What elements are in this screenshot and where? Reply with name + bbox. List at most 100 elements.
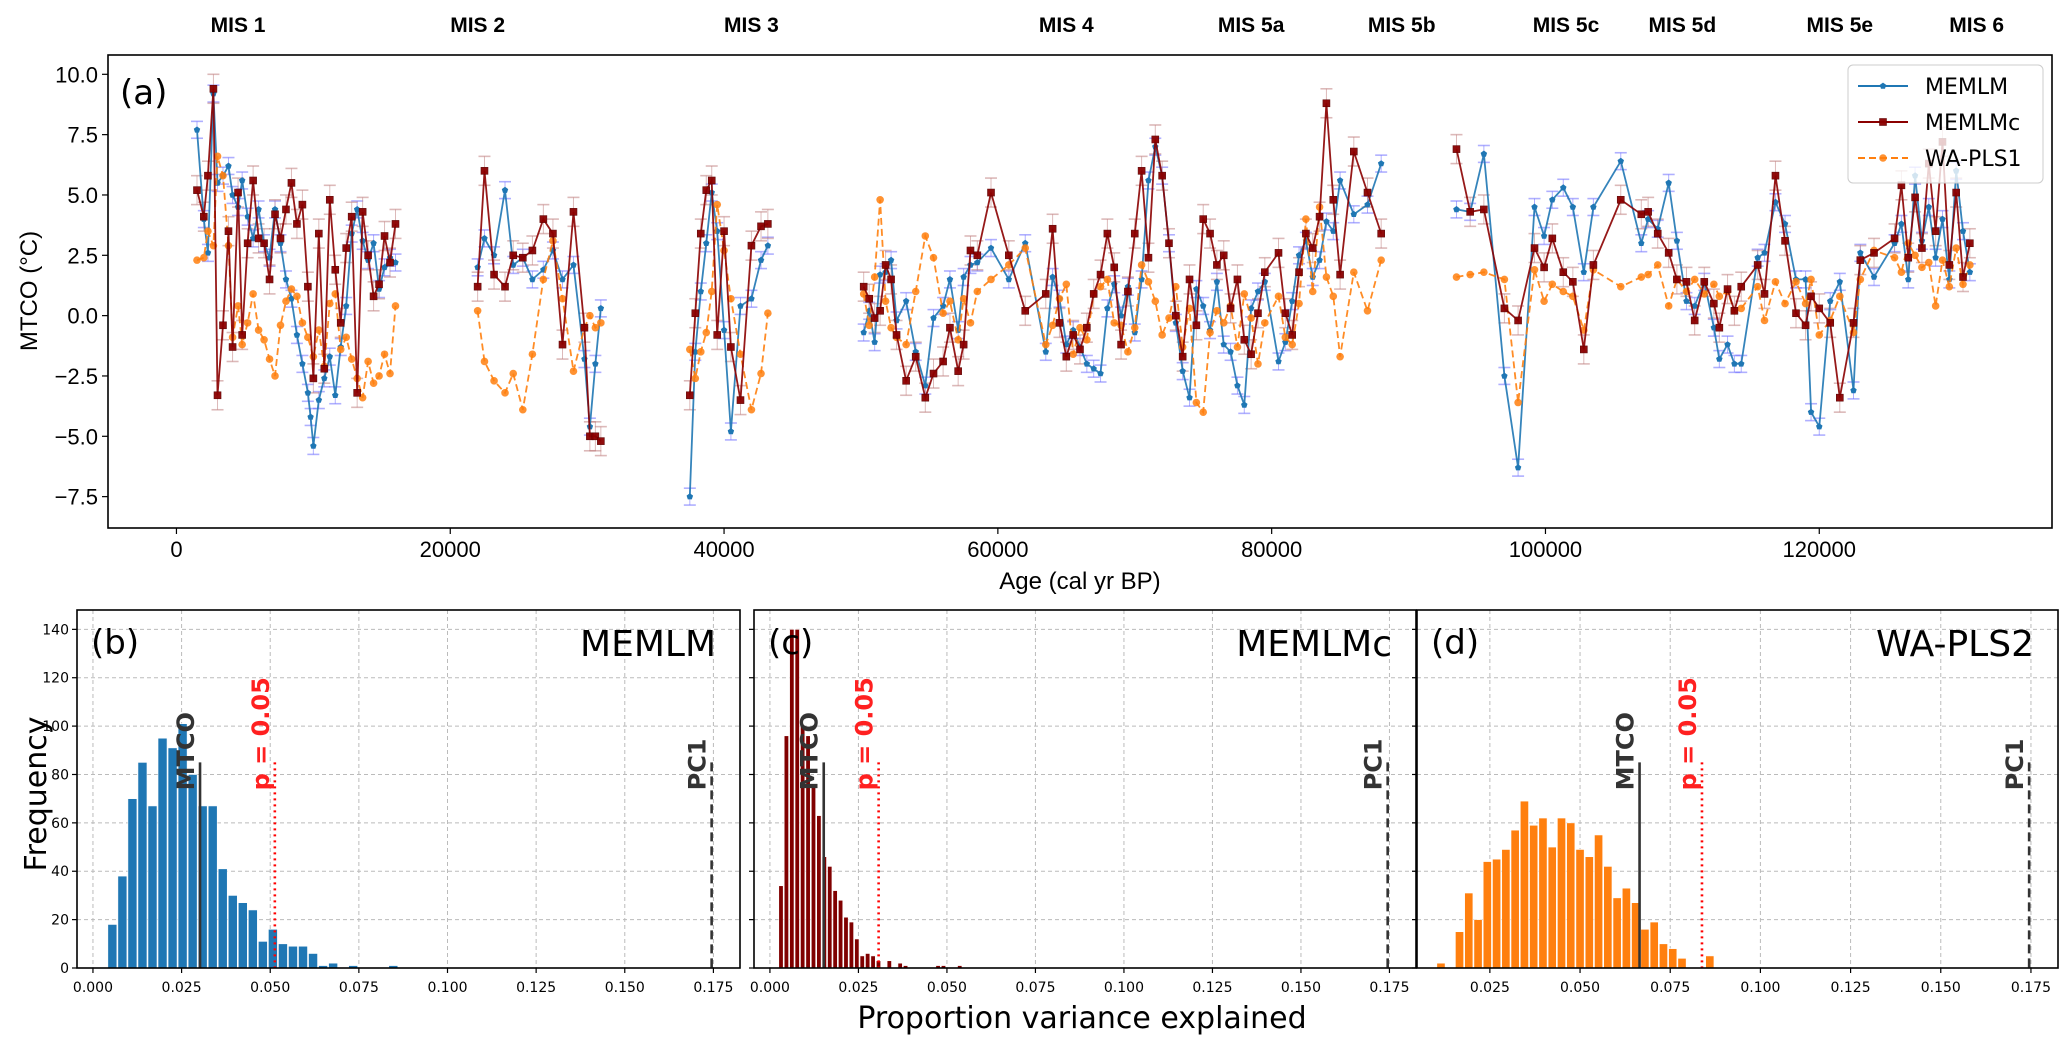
data-point bbox=[887, 275, 895, 284]
x-tick-label: 40000 bbox=[693, 537, 754, 562]
data-point bbox=[1500, 275, 1509, 284]
data-point bbox=[1514, 398, 1522, 407]
data-point bbox=[1966, 261, 1974, 269]
data-point bbox=[320, 364, 329, 373]
x-tick-label: 0.100 bbox=[1740, 980, 1780, 996]
y-tick-label: 80 bbox=[51, 767, 69, 783]
data-point bbox=[959, 294, 968, 303]
data-point bbox=[375, 280, 383, 289]
data-point bbox=[720, 326, 728, 333]
plot-frame bbox=[753, 609, 1417, 969]
data-point bbox=[358, 208, 367, 216]
data-point bbox=[364, 357, 372, 366]
histogram-bar bbox=[278, 943, 288, 969]
data-point bbox=[1966, 239, 1974, 248]
data-point bbox=[204, 249, 212, 256]
data-point bbox=[860, 329, 867, 336]
data-point bbox=[1240, 290, 1249, 298]
data-point bbox=[1771, 171, 1780, 180]
data-point bbox=[1329, 195, 1338, 204]
data-point bbox=[1261, 319, 1269, 327]
data-point bbox=[193, 186, 201, 194]
x-tick-label: 0.075 bbox=[339, 980, 379, 996]
legend-item: WA-PLS1 bbox=[1858, 147, 2022, 172]
data-point bbox=[1220, 341, 1227, 348]
data-point bbox=[1691, 302, 1698, 309]
y-tick-label: 10.0 bbox=[55, 62, 98, 87]
data-point bbox=[229, 191, 236, 198]
data-point bbox=[528, 350, 537, 359]
data-point bbox=[1041, 340, 1050, 349]
histogram-bar bbox=[288, 945, 298, 969]
data-point bbox=[1165, 239, 1173, 248]
histogram-bar bbox=[1677, 958, 1687, 969]
data-point bbox=[881, 261, 890, 269]
data-point bbox=[1781, 299, 1789, 308]
data-point bbox=[1807, 292, 1815, 301]
histogram-bar bbox=[187, 774, 198, 969]
data-point bbox=[1664, 249, 1673, 257]
histogram-bar bbox=[1575, 849, 1585, 969]
data-point bbox=[1200, 302, 1207, 309]
data-point bbox=[1760, 290, 1769, 298]
data-point bbox=[1931, 227, 1940, 235]
histogram-bars bbox=[107, 723, 399, 969]
data-point bbox=[696, 348, 705, 356]
data-point bbox=[697, 288, 704, 295]
histogram-bar bbox=[308, 953, 318, 969]
data-point bbox=[946, 276, 954, 283]
data-point bbox=[902, 340, 910, 349]
histogram-bar bbox=[870, 955, 876, 969]
p-value-label: p = 0.05 bbox=[851, 677, 879, 790]
data-point bbox=[501, 389, 509, 397]
data-point bbox=[549, 229, 557, 238]
data-point bbox=[966, 319, 975, 327]
data-point bbox=[1069, 331, 1077, 339]
y-axis-label-a: MTCO (°C) bbox=[16, 231, 43, 351]
data-point bbox=[1130, 323, 1139, 332]
data-point bbox=[1323, 218, 1330, 225]
data-point bbox=[1226, 304, 1235, 313]
data-point bbox=[1219, 251, 1228, 260]
data-point bbox=[1130, 229, 1139, 238]
data-point bbox=[1918, 244, 1926, 252]
data-point bbox=[1083, 323, 1091, 332]
data-point bbox=[1754, 254, 1761, 261]
data-point bbox=[1737, 282, 1746, 291]
data-point bbox=[287, 179, 296, 187]
data-point bbox=[1924, 258, 1933, 267]
data-point bbox=[1336, 270, 1344, 279]
data-point bbox=[490, 376, 498, 385]
data-point bbox=[954, 367, 962, 375]
data-point bbox=[1124, 287, 1132, 296]
data-point bbox=[1090, 365, 1097, 372]
data-point bbox=[727, 343, 735, 351]
x-tick-label: 0.150 bbox=[1281, 980, 1321, 996]
x-axis: 0.025 0.050 0.075 0.100 0.125 0.150 0.175 bbox=[1470, 968, 2051, 996]
data-point bbox=[1653, 261, 1662, 269]
histogram-bars bbox=[1436, 800, 1715, 969]
data-point bbox=[1753, 261, 1762, 269]
data-point bbox=[865, 321, 873, 330]
data-point bbox=[871, 338, 878, 345]
data-point bbox=[1247, 314, 1255, 322]
data-point bbox=[1710, 324, 1718, 331]
data-point bbox=[473, 307, 482, 315]
histogram-bar bbox=[1519, 800, 1529, 969]
x-tick-label: 0.000 bbox=[73, 980, 113, 996]
data-point bbox=[509, 369, 518, 378]
data-point bbox=[342, 333, 351, 342]
data-point bbox=[597, 319, 605, 327]
data-point bbox=[713, 331, 722, 339]
data-point bbox=[1005, 251, 1013, 260]
pc1-label: PC1 bbox=[2001, 738, 2029, 790]
data-point bbox=[1801, 299, 1810, 308]
data-point bbox=[1480, 150, 1488, 157]
data-point bbox=[260, 239, 268, 248]
data-point bbox=[1199, 408, 1208, 416]
data-point bbox=[1364, 201, 1371, 208]
data-point bbox=[343, 302, 350, 309]
histogram-bar bbox=[217, 868, 228, 969]
data-point bbox=[1580, 268, 1587, 275]
data-point bbox=[1316, 256, 1323, 263]
